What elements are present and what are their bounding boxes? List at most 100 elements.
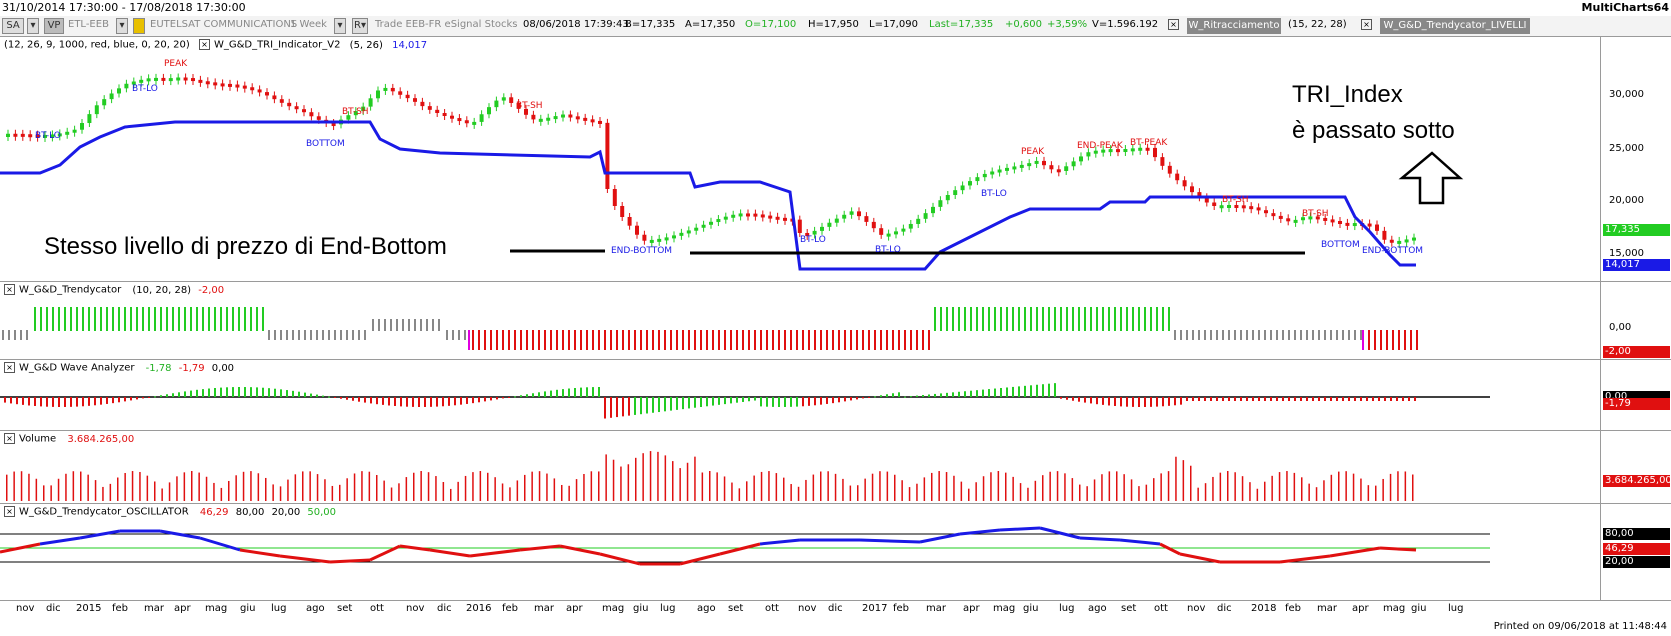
indicator-ritracciamento[interactable]: W_Ritracciamento xyxy=(1187,18,1281,34)
wave-bar xyxy=(802,397,804,407)
trendycator-bar xyxy=(414,319,416,331)
month-label: mar xyxy=(144,603,164,614)
volume-bar xyxy=(753,475,755,501)
close-icon[interactable]: × xyxy=(4,506,15,517)
trendycator-bar xyxy=(130,307,132,331)
lock-icon[interactable] xyxy=(133,18,145,34)
trendycator-bar xyxy=(26,330,28,340)
wave-bar xyxy=(580,387,582,397)
trendycator-pane[interactable]: × W_G&D_Trendycator (10, 20, 28) -2,00 xyxy=(0,281,1600,359)
trendycator-bar xyxy=(988,307,990,331)
volume-bar xyxy=(43,485,45,501)
trendycator-bar xyxy=(1198,330,1200,340)
wave-bar xyxy=(1006,387,1008,397)
trendycator-bar xyxy=(922,330,924,350)
trendycator-bar xyxy=(1108,307,1110,331)
close-icon[interactable]: × xyxy=(198,39,210,50)
volume-bar xyxy=(627,464,630,501)
wave-bar xyxy=(880,395,882,397)
trendycator-bar xyxy=(268,330,270,340)
volume-bar xyxy=(857,485,859,501)
trendycator-bar xyxy=(886,330,888,350)
oscillator-segment xyxy=(1159,542,1181,556)
volume-pane[interactable]: × Volume 3.684.265,00 xyxy=(0,430,1600,503)
interval[interactable]: 1 Week xyxy=(290,19,327,30)
volume-bar xyxy=(361,471,363,501)
indicator-trendycator-livelli[interactable]: W_G&D_Trendycator_LIVELLI xyxy=(1380,18,1530,34)
wave-bar xyxy=(952,392,954,397)
oscillator-segment xyxy=(1379,546,1417,552)
close-icon[interactable]: × xyxy=(1361,19,1376,31)
trendycator-bar xyxy=(946,307,948,331)
oscillator-pane[interactable]: × W_G&D_Trendycator_OSCILLATOR 46,29 80,0… xyxy=(0,503,1600,600)
trendycator-bar xyxy=(694,330,696,350)
trendycator-bar xyxy=(1246,330,1248,340)
volume-bar xyxy=(1079,484,1081,501)
candle xyxy=(709,221,713,225)
volume-bar xyxy=(605,454,607,501)
wave-bar xyxy=(574,388,576,397)
volume-bar xyxy=(6,474,8,501)
price-axis[interactable]: 30,000 25,000 20,000 15,000 17,335 14,01… xyxy=(1600,36,1671,281)
volume-bar xyxy=(1012,476,1014,501)
price-pane[interactable]: (12, 26, 9, 1000, red, blue, 0, 20, 20) … xyxy=(0,36,1600,281)
trendycator-bar xyxy=(316,330,318,340)
wave-bar xyxy=(58,397,60,407)
r-button[interactable]: R▾ xyxy=(352,18,368,34)
sa-button[interactable]: SA xyxy=(2,18,24,34)
candle xyxy=(479,114,484,122)
trendycator-bar xyxy=(1342,330,1344,340)
vp-button[interactable]: VP xyxy=(44,18,64,34)
wave-bar xyxy=(472,397,474,404)
wave-bar xyxy=(922,395,924,397)
volume-bar xyxy=(775,473,778,501)
candle xyxy=(331,123,336,127)
volume-bar xyxy=(797,486,800,501)
candle xyxy=(649,239,654,243)
trendycator-bar xyxy=(1144,307,1146,331)
oscillator-segment xyxy=(429,548,471,558)
candle xyxy=(1382,230,1387,240)
sa-dropdown-button[interactable]: ▾ xyxy=(27,18,39,34)
tri-value-tag: 14,017 xyxy=(1603,259,1670,271)
wave-analyzer-pane[interactable]: × W_G&D Wave Analyzer -1,78 -1,79 0,00 xyxy=(0,359,1600,430)
candle xyxy=(672,235,676,239)
wave-bar xyxy=(1132,397,1134,407)
trendycator-bar xyxy=(458,330,460,340)
trendycator-bar xyxy=(940,307,942,331)
candle xyxy=(923,213,928,219)
wave-bar xyxy=(286,390,288,397)
volume-bar xyxy=(1345,471,1347,501)
trendycator-bar xyxy=(508,330,510,350)
candle xyxy=(753,213,758,217)
close-icon[interactable]: × xyxy=(1168,19,1183,31)
wave-bar xyxy=(988,389,990,397)
trendycator-bar xyxy=(1392,330,1394,350)
trendycator-bar xyxy=(928,330,930,350)
volume-bar xyxy=(568,485,570,501)
time-axis[interactable]: nov dic 2015 feb mar apr mag giu lug ago set ott nov… xyxy=(0,600,1671,619)
symbol[interactable]: ETL-EEB xyxy=(68,19,109,30)
trendycator-bar xyxy=(292,330,294,340)
trendycator-bar xyxy=(1096,307,1098,331)
trendycator-bar xyxy=(378,319,380,331)
trendycator-bar xyxy=(88,307,90,331)
symbol-dropdown-button[interactable]: ▾ xyxy=(116,18,128,34)
trendycator-bar xyxy=(754,330,756,350)
volume-bar xyxy=(398,483,400,501)
volume-bar xyxy=(1027,487,1029,501)
wave-bar xyxy=(1126,397,1128,407)
candle xyxy=(1005,167,1009,171)
close-icon[interactable]: × xyxy=(4,433,15,444)
candle xyxy=(627,216,632,226)
close-icon[interactable]: × xyxy=(4,362,15,373)
wave-bar xyxy=(904,396,906,398)
candle xyxy=(760,214,765,218)
wave-bar xyxy=(1276,397,1278,401)
close-icon[interactable]: × xyxy=(4,284,15,295)
interval-dropdown-button[interactable]: ▾ xyxy=(334,18,346,34)
candle xyxy=(820,226,824,231)
candle xyxy=(1286,218,1291,222)
wave-bar xyxy=(436,397,438,407)
volume-bar xyxy=(864,478,866,501)
